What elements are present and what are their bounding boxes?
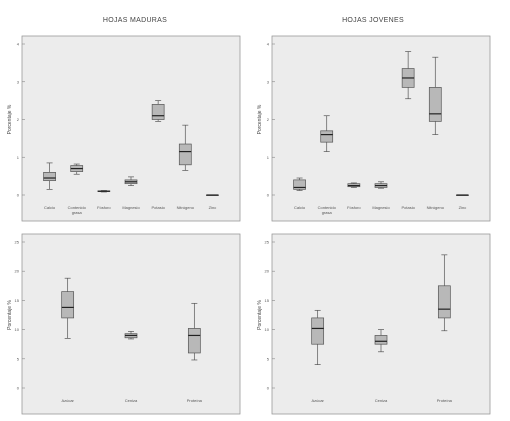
box-fosforo xyxy=(97,190,111,193)
boxplot-composicion-jovenes: 0 5 10 15 20 25 Porcentaje % Azúcar Ceniza Proteí… xyxy=(257,233,491,415)
box-calcio xyxy=(43,162,56,190)
box-iqr xyxy=(293,179,306,190)
box-fosforo xyxy=(347,182,361,188)
x-category-label: Proteína xyxy=(187,398,203,403)
y-tick-label: 10 xyxy=(15,327,20,332)
y-tick-label: 2 xyxy=(267,117,270,122)
y-tick-label: 1 xyxy=(267,155,270,160)
box-azucar xyxy=(61,277,75,339)
y-tick-label: 20 xyxy=(265,269,270,274)
y-tick-label: 15 xyxy=(265,298,270,303)
y-tick-label: 10 xyxy=(265,327,270,332)
y-tick-label: 25 xyxy=(15,240,20,245)
plot-frame xyxy=(21,233,241,415)
x-category-label: Zinc xyxy=(459,205,467,210)
box-nitrogeno xyxy=(428,56,442,135)
x-category-label: Ceniza xyxy=(125,398,138,403)
chart-title-hojas-jovenes: HOJAS JOVENES xyxy=(342,17,404,24)
x-category-label: Contenido grasa xyxy=(68,205,87,215)
x-category-label: Calcio xyxy=(44,205,56,210)
x-category-label: Zinc xyxy=(209,205,217,210)
boxplot-hojas-maduras: 0 1 2 3 4 Porcentaje % Calcio Contenido grasa Fós… xyxy=(7,35,241,222)
box-zinc xyxy=(206,194,219,196)
plot-frame xyxy=(271,35,491,222)
box-iqr xyxy=(428,87,442,122)
x-category-label: Magnesio xyxy=(122,205,140,210)
box-azucar xyxy=(311,309,325,365)
x-category-label: Magnesio xyxy=(372,205,390,210)
box-ceniza xyxy=(124,331,138,340)
plot-frame xyxy=(271,233,491,415)
boxplot-hojas-jovenes: 0 1 2 3 4 Porcentaje % Calcio Contenido grasa Fós… xyxy=(257,35,491,222)
x-category-label: Nitrógeno xyxy=(427,205,445,210)
box-nitrogeno xyxy=(178,124,192,171)
x-category-label: Potasio xyxy=(401,205,415,210)
y-tick-label: 5 xyxy=(267,356,270,361)
y-tick-label: 4 xyxy=(17,42,20,47)
box-potasio xyxy=(401,51,415,100)
y-tick-label: 4 xyxy=(267,42,270,47)
box-proteina xyxy=(437,254,451,332)
chart-title-hojas-maduras: HOJAS MADURAS xyxy=(102,17,168,24)
box-potasio xyxy=(151,100,165,122)
box-proteina xyxy=(187,302,201,361)
y-tick-label: 0 xyxy=(267,386,270,391)
box-iqr xyxy=(374,335,388,345)
y-axis-label: Porcentaje % xyxy=(7,104,13,134)
box-magnesio xyxy=(374,181,388,189)
box-contenido-grasa xyxy=(320,115,334,152)
x-category-label: Nitrógeno xyxy=(177,205,195,210)
x-category-label: Calcio xyxy=(294,205,306,210)
x-category-label: Fósforo xyxy=(97,205,111,210)
x-category-label: Fósforo xyxy=(347,205,361,210)
box-ceniza xyxy=(374,329,388,353)
box-contenido-grasa xyxy=(70,163,84,175)
box-magnesio xyxy=(124,176,138,186)
y-tick-label: 0 xyxy=(17,386,20,391)
box-iqr xyxy=(43,172,56,182)
box-calcio xyxy=(293,177,306,191)
y-tick-label: 3 xyxy=(267,79,270,84)
y-tick-label: 25 xyxy=(265,240,270,245)
y-tick-label: 15 xyxy=(15,298,20,303)
x-category-label: Ceniza xyxy=(375,398,388,403)
y-axis-label: Porcentaje % xyxy=(7,300,13,330)
box-iqr xyxy=(437,285,451,319)
x-category-label: Proteína xyxy=(437,398,453,403)
box-iqr xyxy=(320,130,334,143)
box-iqr xyxy=(151,104,165,120)
x-category-label: Azúcar xyxy=(311,398,324,403)
box-zinc xyxy=(456,194,469,196)
y-tick-label: 5 xyxy=(17,356,20,361)
box-iqr xyxy=(178,143,192,166)
y-tick-label: 2 xyxy=(17,117,20,122)
y-tick-label: 0 xyxy=(17,193,20,198)
x-category-label: Potasio xyxy=(151,205,165,210)
box-iqr xyxy=(61,291,75,319)
y-tick-label: 20 xyxy=(15,269,20,274)
y-axis-label: Porcentaje % xyxy=(257,104,263,134)
y-tick-label: 0 xyxy=(267,193,270,198)
y-tick-label: 1 xyxy=(17,155,20,160)
y-tick-label: 3 xyxy=(17,79,20,84)
y-axis-label: Porcentaje % xyxy=(257,300,263,330)
plot-frame xyxy=(21,35,241,222)
box-iqr xyxy=(187,328,201,354)
x-category-label: Azúcar xyxy=(61,398,74,403)
boxplot-composicion-maduras: 0 5 10 15 20 25 Porcentaje % Azúcar Ceniza Proteí… xyxy=(7,233,241,415)
x-category-label: Contenido grasa xyxy=(318,205,337,215)
box-iqr xyxy=(311,317,325,345)
